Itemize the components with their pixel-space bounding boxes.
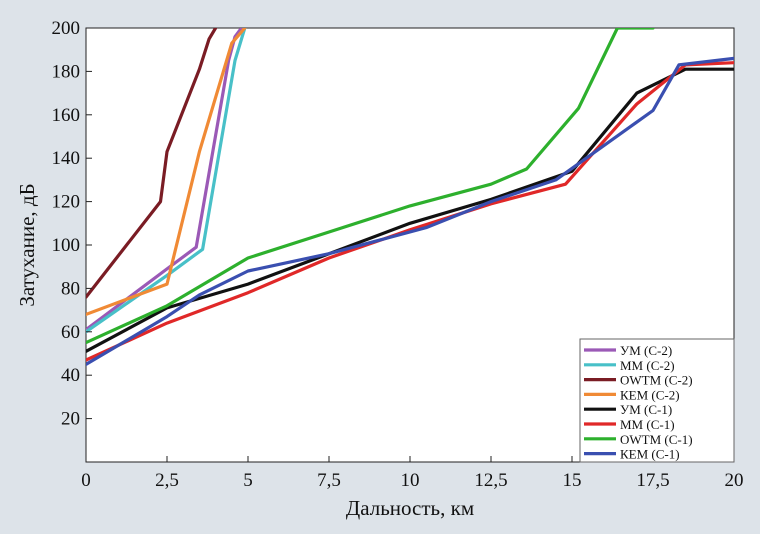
x-axis-label: Дальность, км <box>346 496 474 520</box>
x-tick-label: 17,5 <box>636 470 669 491</box>
x-tick-label: 10 <box>401 470 420 491</box>
legend-label: УМ (С-1) <box>620 402 672 417</box>
y-tick-label: 140 <box>52 148 81 169</box>
legend-label: ММ (С-1) <box>620 417 675 432</box>
y-tick-label: 60 <box>61 322 80 343</box>
y-axis-label: Затухание, дБ <box>15 183 39 306</box>
y-tick-label: 100 <box>52 235 81 256</box>
x-tick-label: 0 <box>81 470 91 491</box>
series-line-7 <box>86 28 655 345</box>
legend-label: КЕМ (С-1) <box>620 447 680 462</box>
x-tick-label: 12,5 <box>474 470 507 491</box>
y-tick-label: 180 <box>52 61 81 82</box>
legend-box <box>579 338 735 463</box>
series-layer <box>86 28 734 366</box>
series-line-8 <box>86 56 734 366</box>
legend-label: OWTM (С-1) <box>620 432 693 447</box>
y-tick-label: 120 <box>52 192 81 213</box>
legend-label: КЕМ (С-2) <box>620 387 680 402</box>
series-line-5 <box>86 67 734 353</box>
x-tick-label: 5 <box>243 470 253 491</box>
y-tick-label: 20 <box>61 409 80 430</box>
legend-label: УМ (С-2) <box>620 343 672 358</box>
y-tick-label: 160 <box>52 105 81 126</box>
series-line-4 <box>86 28 247 316</box>
legend-label: OWTM (С-2) <box>620 373 693 388</box>
x-tick-label: 15 <box>563 470 582 491</box>
y-tick-label: 200 <box>52 18 81 39</box>
legend-label: ММ (С-2) <box>620 358 675 373</box>
legend: УМ (С-2)ММ (С-2)OWTM (С-2)КЕМ (С-2)УМ (С… <box>579 338 735 463</box>
series-line-3 <box>86 28 218 299</box>
x-tick-label: 7,5 <box>317 470 341 491</box>
y-tick-label: 40 <box>61 365 80 386</box>
x-tick-label: 2,5 <box>155 470 179 491</box>
series-line-1 <box>86 28 244 332</box>
y-tick-label: 80 <box>61 278 80 299</box>
x-tick-label: 20 <box>725 470 744 491</box>
axes-layer: 0 2,5 5 7,5 10 12,5 15 17,5 20 20 40 60 80 100 120 140 1… <box>52 18 744 491</box>
